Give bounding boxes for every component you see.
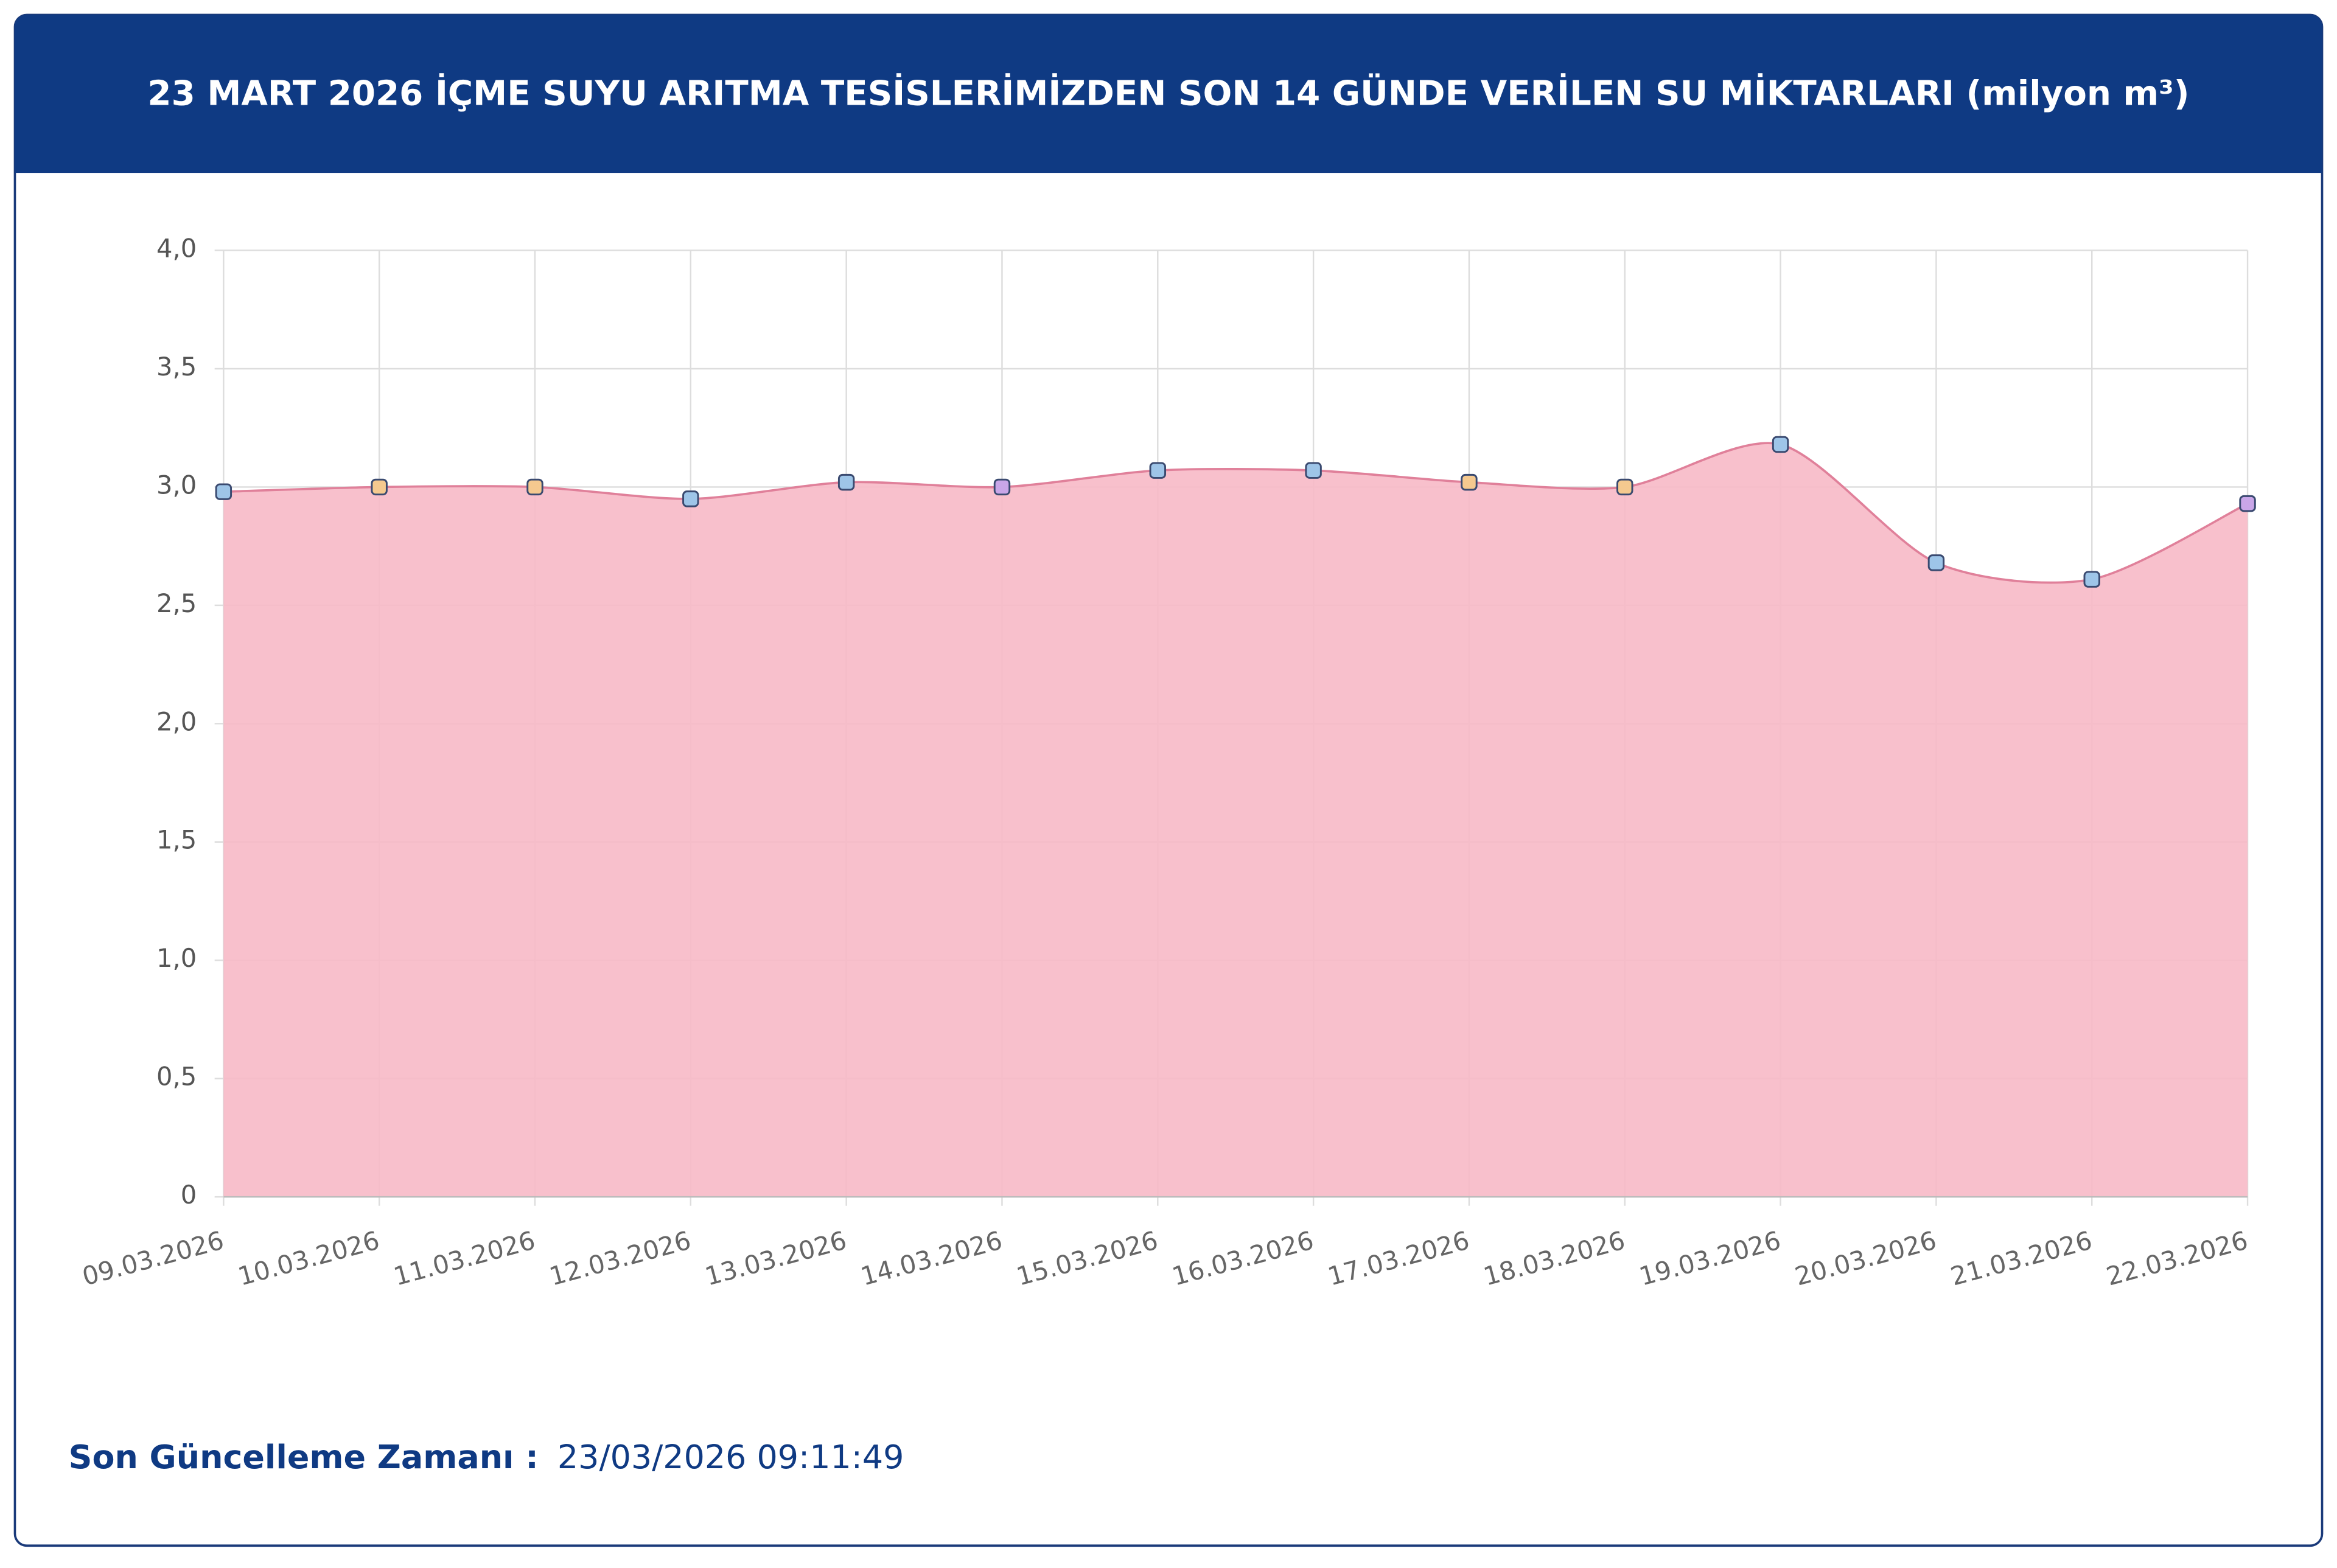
y-tick-label: 3,0 [156, 470, 197, 500]
point-marker [1149, 462, 1167, 479]
point-marker [993, 478, 1011, 496]
point-marker [215, 483, 232, 500]
y-tick-label: 1,5 [156, 825, 197, 855]
y-tick-label: 2,5 [156, 588, 197, 618]
point-marker [526, 478, 543, 496]
point-marker [1927, 554, 1945, 571]
chart-title: 23 MART 2026 İÇME SUYU ARITMA TESİSLERİM… [147, 72, 2189, 113]
footer-label: Son Güncelleme Zamanı : [69, 1438, 539, 1476]
y-tick-label: 1,0 [156, 943, 197, 973]
point-marker [1616, 478, 1633, 496]
y-tick-label: 0,5 [156, 1062, 197, 1092]
point-marker [2239, 495, 2256, 512]
point-marker [371, 478, 388, 496]
y-tick-label: 0 [181, 1180, 197, 1210]
point-marker [1305, 462, 1322, 479]
area-fill [223, 443, 2248, 1197]
point-marker [682, 490, 699, 507]
point-marker [1461, 473, 1478, 491]
y-tick-label: 3,5 [156, 352, 197, 382]
header-bar [15, 15, 2322, 173]
area-line [223, 442, 2248, 584]
point-marker [837, 473, 855, 491]
y-tick-label: 2,0 [156, 706, 197, 736]
footer-value: 23/03/2026 09:11:49 [557, 1438, 904, 1476]
point-marker [2083, 571, 2100, 588]
y-tick-label: 4,0 [156, 234, 197, 263]
point-marker [1772, 436, 1789, 453]
